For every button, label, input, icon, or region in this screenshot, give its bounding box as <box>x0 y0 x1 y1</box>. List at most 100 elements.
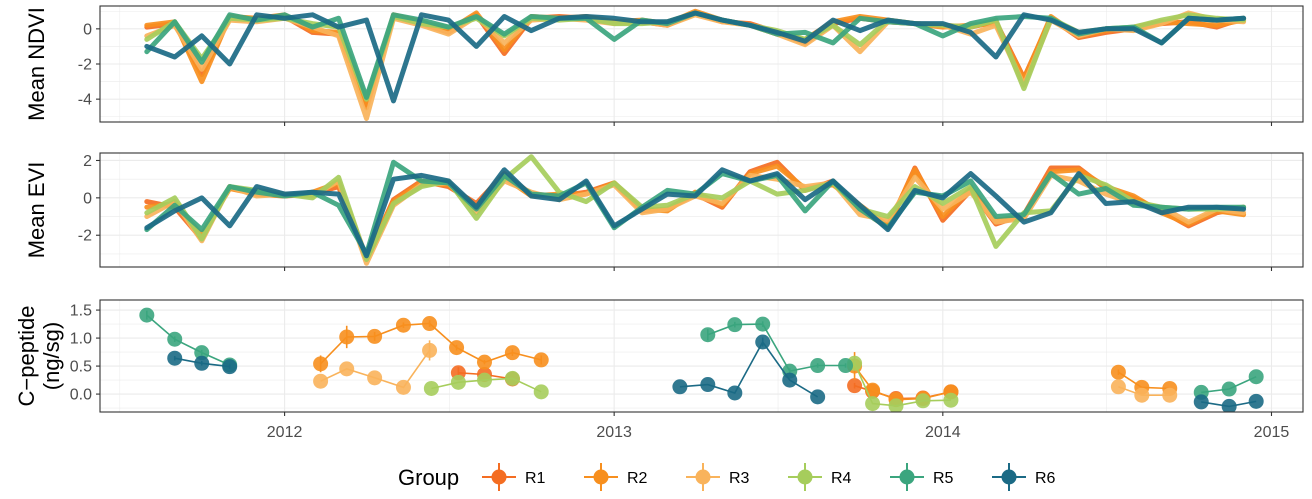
data-point-R6 <box>1248 393 1264 409</box>
data-point-R3 <box>1134 387 1150 403</box>
data-point-R2 <box>395 317 411 333</box>
data-point-R2 <box>504 345 520 361</box>
series-line-R6 <box>144 167 1247 259</box>
legend-label: R1 <box>525 470 546 487</box>
panel-2: 2 0 -2 Mean EVI <box>24 152 1304 271</box>
x-tick-label: 2014 <box>925 424 961 441</box>
y-tick-label: 0 <box>83 21 92 38</box>
legend: Group R1 R2 R3 R4 R5 R6 <box>398 463 1056 491</box>
y-tick-label: 2 <box>83 153 92 170</box>
legend-item-R1: R1 <box>482 463 546 491</box>
data-point-R5 <box>838 358 854 374</box>
plot-area <box>144 154 1247 266</box>
legend-title: Group <box>398 465 459 490</box>
y-tick-label: -2 <box>78 228 92 245</box>
y-tick-label: 0 <box>83 190 92 207</box>
data-point-R5 <box>167 331 183 347</box>
data-point-R1 <box>847 378 863 394</box>
x-tick-label: 2015 <box>1254 424 1290 441</box>
data-point-R2 <box>422 316 438 332</box>
legend-item-R5: R5 <box>890 463 954 491</box>
data-point-R2 <box>367 328 383 344</box>
legend-item-R6: R6 <box>992 463 1056 491</box>
legend-key-point <box>593 469 609 485</box>
data-point-R6 <box>810 389 826 405</box>
chart-panels: 0 -2 -4 Mean NDVI 2 0 -2 Mean EVI 1.5 1.0 0.5 0.0 20… <box>14 5 1304 441</box>
data-point-R3 <box>1162 387 1178 403</box>
panel-3: 1.5 1.0 0.5 0.0 2012 2013 2014 2015 C−peptide(ng… <box>14 299 1304 441</box>
series-line-R6 <box>144 10 1247 104</box>
data-point-R6 <box>700 377 716 393</box>
legend-label: R4 <box>831 470 852 487</box>
x-tick-label: 2012 <box>267 424 303 441</box>
data-point-R6 <box>167 350 183 366</box>
data-point-R2 <box>1110 364 1126 380</box>
data-point-R4 <box>504 370 520 386</box>
legend-label: R6 <box>1035 470 1056 487</box>
series-line-R3 <box>144 172 1247 266</box>
data-point-R5 <box>810 358 826 374</box>
legend-key-point <box>491 469 507 485</box>
data-point-R3 <box>339 361 355 377</box>
data-point-R2 <box>476 354 492 370</box>
data-point-R6 <box>727 385 743 401</box>
data-point-R3 <box>1110 379 1126 395</box>
data-point-R6 <box>782 372 798 388</box>
y-tick-label: -4 <box>78 92 92 109</box>
legend-item-R4: R4 <box>788 463 852 491</box>
data-point-R2 <box>313 356 329 372</box>
y-axis-title: Mean NDVI <box>24 7 49 121</box>
legend-label: R5 <box>933 470 954 487</box>
data-point-R5 <box>194 345 210 361</box>
data-point-R6 <box>222 359 238 375</box>
data-point-R2 <box>449 340 465 356</box>
legend-label: R2 <box>627 470 648 487</box>
legend-key-point <box>695 469 711 485</box>
data-point-R3 <box>395 379 411 395</box>
y-axis-title: C−peptide(ng/sg) <box>14 306 64 407</box>
legend-key-point <box>1001 469 1017 485</box>
panel-border <box>99 152 1304 268</box>
y-tick-label: 0.5 <box>70 359 92 376</box>
data-point-R3 <box>313 373 329 389</box>
data-point-R2 <box>339 329 355 345</box>
data-point-R5 <box>755 316 771 332</box>
y-tick-label: -2 <box>78 57 92 74</box>
data-point-R4 <box>865 396 881 412</box>
data-point-R4 <box>533 384 549 400</box>
data-point-R6 <box>672 379 688 395</box>
plot-area <box>139 307 1264 412</box>
legend-item-R2: R2 <box>584 463 648 491</box>
plot-area <box>144 8 1247 121</box>
data-point-R3 <box>367 370 383 386</box>
data-point-R4 <box>450 374 466 390</box>
data-point-R5 <box>1221 381 1237 397</box>
data-point-R3 <box>422 342 438 358</box>
data-point-R2 <box>533 352 549 368</box>
data-point-R4 <box>915 393 931 409</box>
data-point-R5 <box>700 327 716 343</box>
legend-items: R1 R2 R3 R4 R5 R6 <box>482 463 1056 491</box>
legend-key-point <box>797 469 813 485</box>
legend-key-point <box>899 469 915 485</box>
y-tick-label: 1.0 <box>70 331 92 348</box>
data-point-R5 <box>1248 369 1264 385</box>
legend-item-R3: R3 <box>686 463 750 491</box>
series-line-R5 <box>146 314 231 366</box>
data-point-R4 <box>423 380 439 396</box>
y-tick-label: 0.0 <box>70 387 92 404</box>
data-point-R4 <box>943 392 959 408</box>
data-point-R6 <box>1193 394 1209 410</box>
data-point-R5 <box>727 317 743 333</box>
data-point-R4 <box>888 398 904 412</box>
series-line-R5 <box>144 10 1247 100</box>
x-tick-label: 2013 <box>596 424 632 441</box>
data-point-R6 <box>755 334 771 350</box>
data-point-R4 <box>476 372 492 388</box>
data-point-R6 <box>194 355 210 371</box>
data-point-R6 <box>1221 398 1237 412</box>
legend-label: R3 <box>729 470 750 487</box>
panel-1: 0 -2 -4 Mean NDVI <box>24 5 1304 126</box>
y-axis-title: Mean EVI <box>24 162 49 259</box>
